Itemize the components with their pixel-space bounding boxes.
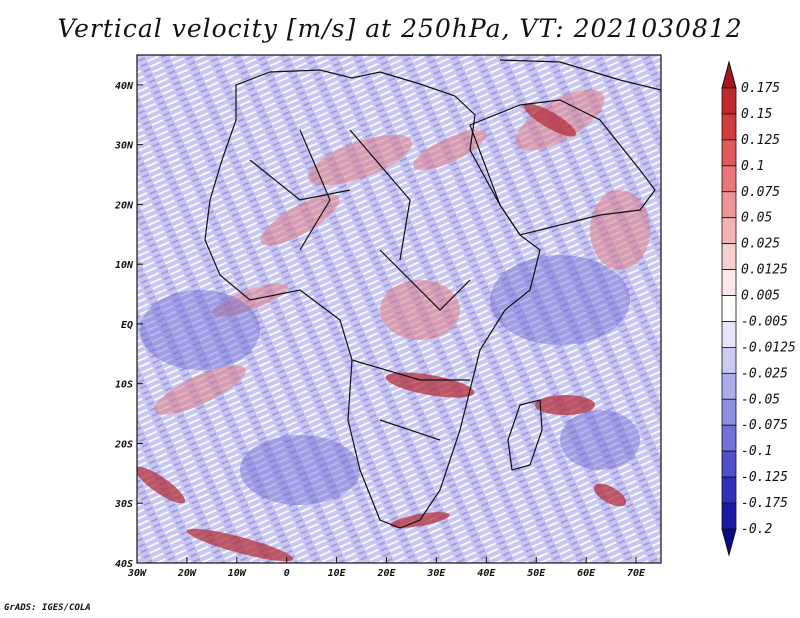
y-tick-label: 20S bbox=[114, 439, 133, 450]
x-tick-label: 10E bbox=[328, 568, 347, 579]
x-tick-label: 0 bbox=[284, 568, 290, 579]
colorbar-level-label: 0.175 bbox=[741, 81, 780, 96]
x-tick-label: 30W bbox=[127, 568, 147, 579]
y-tick-label: 30S bbox=[114, 499, 133, 510]
colorbar-top-arrow bbox=[721, 60, 737, 89]
y-tick-label: 10N bbox=[115, 260, 134, 271]
colorbar-swatch bbox=[721, 347, 737, 374]
x-tick-label: 50E bbox=[527, 568, 546, 579]
colorbar-swatch bbox=[721, 502, 737, 530]
colorbar-swatch bbox=[721, 139, 737, 167]
colorbar-swatch bbox=[721, 372, 737, 400]
colorbar-level-label: 0.075 bbox=[741, 185, 780, 200]
colorbar-swatch bbox=[721, 398, 737, 426]
colorbar-level-label: -0.2 bbox=[741, 522, 772, 537]
colorbar-swatch bbox=[721, 191, 737, 219]
y-axis: 40N 30N 20N 10N EQ 10S 20S 30S 40S bbox=[114, 81, 143, 570]
x-tick-label: 40E bbox=[477, 568, 496, 579]
colorbar-swatch bbox=[721, 321, 737, 348]
y-tick-label: 40N bbox=[115, 81, 134, 92]
colorbar-level-label: 0.0125 bbox=[741, 263, 788, 278]
colorbar-level-label: -0.125 bbox=[741, 470, 788, 485]
colorbar-level-label: -0.1 bbox=[741, 444, 772, 459]
grads-credit: GrADS: IGES/COLA bbox=[4, 603, 91, 613]
x-tick-label: 60E bbox=[577, 568, 596, 579]
x-tick-label: 20E bbox=[376, 568, 396, 579]
colorbar-swatch bbox=[721, 165, 737, 193]
colorbar-level-label: -0.05 bbox=[741, 392, 780, 407]
colorbar-level-label: -0.0125 bbox=[741, 340, 796, 355]
colorbar-level-label: 0.005 bbox=[741, 289, 780, 304]
colorbar-level-label: 0.025 bbox=[741, 237, 780, 252]
colorbar-swatch bbox=[721, 87, 737, 115]
colorbar-level-label: 0.1 bbox=[741, 159, 764, 174]
colorbar: 0.175 0.15 0.125 0.1 0.075 0.05 0.025 0.0125 0.0… bbox=[721, 60, 796, 557]
colorbar-bottom-arrow bbox=[721, 528, 737, 557]
x-axis: 30W 20W 10W 0 10E 20E 30E 40E 50E 60E 70E bbox=[127, 557, 646, 579]
colorbar-swatch bbox=[721, 450, 737, 478]
y-tick-label: 40S bbox=[115, 559, 133, 570]
colorbar-level-label: -0.025 bbox=[741, 366, 788, 381]
colorbar-level-label: -0.005 bbox=[741, 314, 788, 329]
map-frame bbox=[136, 54, 662, 564]
colorbar-swatch bbox=[721, 243, 737, 270]
vertical-velocity-field bbox=[137, 55, 661, 563]
colorbar-swatch bbox=[721, 295, 737, 322]
y-tick-label: EQ bbox=[121, 320, 133, 331]
colorbar-level-label: -0.075 bbox=[741, 418, 788, 433]
y-tick-label: 20N bbox=[114, 200, 134, 211]
colorbar-level-label: 0.125 bbox=[741, 133, 780, 148]
colorbar-swatch bbox=[721, 217, 737, 245]
colorbar-swatch bbox=[721, 424, 737, 452]
x-tick-label: 20W bbox=[177, 568, 197, 579]
x-tick-label: 70E bbox=[627, 568, 646, 579]
y-tick-label: 10S bbox=[115, 380, 133, 391]
x-tick-label: 10W bbox=[228, 568, 247, 579]
colorbar-swatch bbox=[721, 476, 737, 504]
colorbar-swatch bbox=[721, 113, 737, 141]
coastlines bbox=[204, 59, 661, 529]
y-tick-label: 30N bbox=[114, 141, 134, 152]
chart-title: Vertical velocity [m/s] at 250hPa, VT: 2… bbox=[57, 14, 743, 43]
x-tick-label: 30E bbox=[426, 568, 446, 579]
colorbar-swatch bbox=[721, 269, 737, 296]
colorbar-level-label: 0.05 bbox=[741, 211, 772, 226]
colorbar-level-label: -0.175 bbox=[741, 496, 788, 511]
colorbar-level-label: 0.15 bbox=[741, 107, 772, 122]
